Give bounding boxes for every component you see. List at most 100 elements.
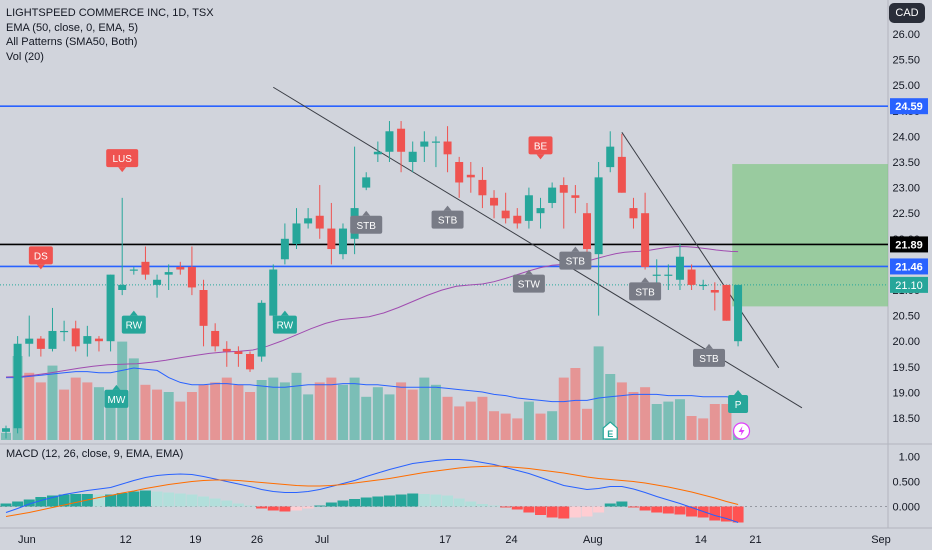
candle[interactable]: [94, 336, 103, 352]
candle-body: [153, 279, 162, 285]
candle[interactable]: [2, 425, 10, 439]
candle[interactable]: [734, 284, 743, 347]
candle[interactable]: [304, 208, 313, 229]
candle[interactable]: [176, 261, 185, 275]
candle[interactable]: [710, 282, 719, 311]
macd-histogram-bar: [0, 503, 12, 507]
candle[interactable]: [513, 208, 522, 229]
candle[interactable]: [699, 279, 708, 290]
candle[interactable]: [199, 279, 208, 347]
candle[interactable]: [443, 126, 452, 173]
candle[interactable]: [222, 341, 231, 367]
candle[interactable]: [327, 202, 336, 265]
candle[interactable]: [211, 323, 220, 352]
earnings-icon[interactable]: E: [602, 421, 618, 440]
candles[interactable]: [2, 121, 743, 439]
price-tick-label: 19.00: [892, 387, 920, 399]
candle[interactable]: [606, 131, 615, 173]
event-icons[interactable]: E: [602, 421, 751, 440]
candle[interactable]: [559, 177, 568, 229]
candle[interactable]: [397, 121, 406, 173]
candle[interactable]: [362, 172, 371, 191]
candle[interactable]: [536, 197, 545, 229]
candle[interactable]: [501, 192, 510, 224]
pattern-label[interactable]: STB: [350, 210, 383, 234]
candle[interactable]: [408, 141, 417, 173]
candle[interactable]: [25, 315, 34, 357]
volume-bar: [419, 377, 430, 440]
candle-body: [25, 338, 34, 344]
candle[interactable]: [257, 300, 266, 362]
pattern-label-text: RW: [126, 321, 143, 332]
pattern-label[interactable]: LUS: [106, 149, 139, 173]
candle[interactable]: [83, 325, 92, 357]
candle[interactable]: [594, 162, 603, 316]
pattern-label[interactable]: STW: [512, 269, 545, 293]
candle[interactable]: [315, 185, 324, 239]
candle[interactable]: [722, 284, 731, 321]
candle[interactable]: [524, 187, 533, 229]
candle[interactable]: [280, 223, 289, 265]
pattern-label[interactable]: STB: [693, 343, 726, 367]
volume-bar: [454, 406, 465, 440]
candle[interactable]: [490, 190, 499, 219]
pattern-labels[interactable]: DS LUS RW MW RW STB STB BE STW STB STB STB P: [28, 136, 749, 413]
candle[interactable]: [385, 121, 394, 162]
candle[interactable]: [246, 351, 255, 372]
candle[interactable]: [338, 223, 347, 260]
candle[interactable]: [71, 320, 80, 352]
candle[interactable]: [641, 192, 650, 270]
volume-bar: [570, 368, 581, 440]
candle[interactable]: [478, 167, 487, 209]
candle[interactable]: [617, 133, 626, 193]
candle-body: [118, 284, 127, 290]
candle[interactable]: [118, 197, 127, 296]
candle[interactable]: [664, 264, 673, 290]
pattern-label[interactable]: RW: [272, 310, 297, 334]
pattern-label[interactable]: DS: [28, 246, 53, 270]
pattern-label[interactable]: BE: [528, 136, 553, 160]
candle[interactable]: [234, 346, 243, 367]
candle[interactable]: [420, 131, 429, 162]
candle[interactable]: [141, 246, 150, 280]
candle[interactable]: [106, 274, 115, 352]
candle[interactable]: [153, 274, 162, 298]
candle-body: [129, 269, 138, 271]
volume-bar: [593, 346, 604, 440]
time-tick-label: Sep: [871, 534, 891, 546]
candle[interactable]: [129, 266, 138, 275]
candle[interactable]: [269, 264, 278, 321]
candle[interactable]: [583, 202, 591, 260]
candle[interactable]: [36, 336, 45, 357]
candle[interactable]: [548, 182, 557, 209]
macd-histogram-bar: [360, 497, 372, 507]
candle[interactable]: [687, 264, 696, 290]
candle[interactable]: [187, 246, 196, 296]
candle[interactable]: [373, 141, 382, 162]
pattern-label[interactable]: STB: [559, 246, 592, 270]
macd-pane[interactable]: [0, 459, 888, 523]
candle[interactable]: [431, 136, 440, 168]
candle[interactable]: [571, 185, 580, 214]
candle[interactable]: [675, 243, 684, 290]
candle[interactable]: [466, 162, 475, 193]
candle[interactable]: [292, 208, 301, 250]
candle[interactable]: [164, 264, 173, 290]
candle[interactable]: [13, 336, 22, 434]
candle[interactable]: [48, 307, 57, 352]
time-tick-label: 21: [749, 534, 761, 546]
pattern-label[interactable]: STB: [629, 277, 662, 301]
currency-button[interactable]: CAD: [889, 3, 925, 23]
candle-body: [443, 141, 452, 155]
pattern-label[interactable]: MW: [104, 384, 129, 408]
pattern-label[interactable]: P: [728, 389, 749, 413]
candle[interactable]: [60, 320, 69, 342]
candle[interactable]: [629, 197, 638, 229]
pattern-label[interactable]: STB: [431, 205, 464, 229]
candle[interactable]: [455, 156, 464, 198]
price-tick-label: 26.00: [892, 29, 920, 41]
dividend-icon[interactable]: [732, 422, 751, 440]
pattern-label-box: [693, 348, 726, 367]
pattern-label[interactable]: RW: [121, 310, 146, 334]
